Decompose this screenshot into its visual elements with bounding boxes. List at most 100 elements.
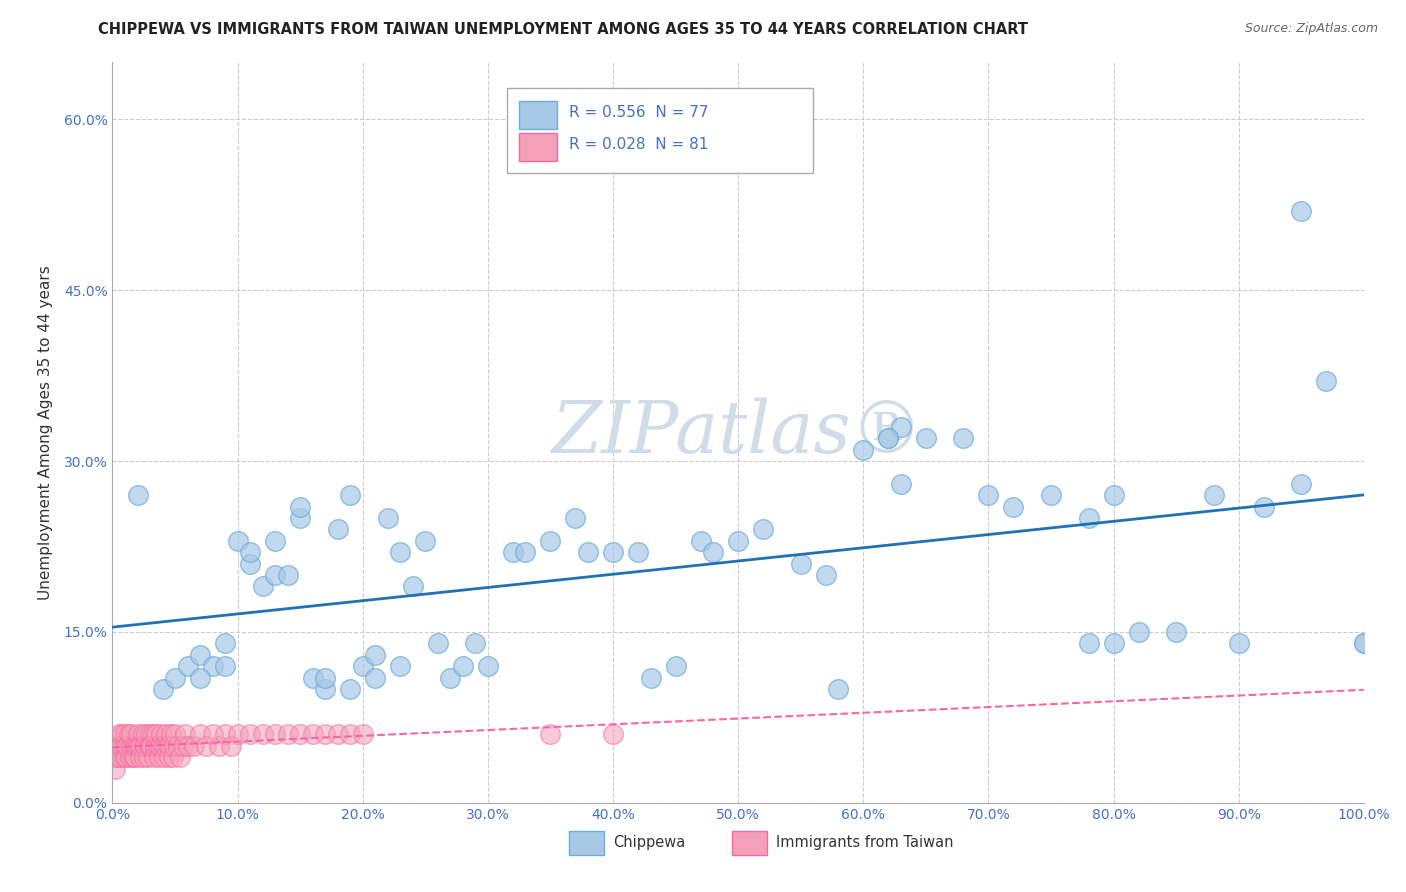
Point: [952, 431, 974, 445]
Point: [664, 659, 686, 673]
Point: [377, 511, 399, 525]
Point: [352, 659, 374, 673]
FancyBboxPatch shape: [519, 133, 557, 161]
Point: [727, 533, 749, 548]
Point: [145, 727, 167, 741]
Text: Chippewa: Chippewa: [613, 835, 685, 850]
Point: [138, 739, 160, 753]
Point: [576, 545, 599, 559]
Text: R = 0.028  N = 81: R = 0.028 N = 81: [569, 137, 709, 153]
Point: [239, 545, 262, 559]
Point: [290, 500, 312, 514]
Point: [110, 739, 132, 753]
Point: [111, 727, 134, 741]
Point: [160, 727, 183, 741]
Point: [977, 488, 1000, 502]
Point: [201, 659, 224, 673]
Point: [107, 739, 129, 753]
Point: [141, 739, 163, 753]
Point: [1039, 488, 1063, 502]
Point: [129, 750, 152, 764]
Point: [364, 648, 387, 662]
Point: [564, 511, 586, 525]
Point: [464, 636, 486, 650]
Point: [915, 431, 938, 445]
Text: CHIPPEWA VS IMMIGRANTS FROM TAIWAN UNEMPLOYMENT AMONG AGES 35 TO 44 YEARS CORREL: CHIPPEWA VS IMMIGRANTS FROM TAIWAN UNEMP…: [98, 22, 1028, 37]
Point: [132, 750, 155, 764]
Point: [152, 750, 174, 764]
Point: [127, 727, 149, 741]
Point: [188, 727, 211, 741]
Point: [139, 727, 162, 741]
Point: [290, 511, 312, 525]
Point: [174, 727, 197, 741]
Point: [117, 739, 139, 753]
Point: [143, 739, 166, 753]
Point: [156, 739, 179, 753]
Point: [264, 533, 287, 548]
Point: [159, 739, 181, 753]
Point: [115, 750, 138, 764]
Point: [339, 727, 361, 741]
Point: [176, 659, 198, 673]
Point: [515, 545, 537, 559]
Point: [326, 523, 349, 537]
Point: [142, 750, 165, 764]
Point: [890, 420, 912, 434]
Point: [114, 727, 136, 741]
Point: [827, 681, 849, 696]
Point: [339, 681, 361, 696]
Point: [127, 739, 149, 753]
Point: [120, 739, 142, 753]
Point: [208, 739, 231, 753]
Point: [439, 671, 461, 685]
Point: [1077, 636, 1099, 650]
FancyBboxPatch shape: [506, 88, 813, 173]
Point: [1102, 636, 1125, 650]
Point: [127, 488, 149, 502]
Point: [148, 750, 170, 764]
Point: [814, 568, 837, 582]
Point: [1102, 488, 1125, 502]
Text: ZIPatlas®: ZIPatlas®: [553, 397, 924, 468]
Point: [301, 727, 323, 741]
Point: [118, 750, 141, 764]
Point: [1253, 500, 1275, 514]
Point: [188, 671, 211, 685]
Point: [172, 739, 194, 753]
FancyBboxPatch shape: [733, 831, 766, 855]
Point: [124, 750, 146, 764]
Point: [132, 739, 155, 753]
Point: [221, 739, 243, 753]
Point: [852, 442, 875, 457]
Point: [155, 727, 177, 741]
Point: [277, 727, 299, 741]
Point: [627, 545, 650, 559]
Point: [314, 727, 336, 741]
Point: [183, 739, 205, 753]
FancyBboxPatch shape: [519, 101, 557, 129]
Point: [477, 659, 499, 673]
Point: [277, 568, 299, 582]
Point: [105, 739, 128, 753]
Point: [153, 739, 176, 753]
Point: [339, 488, 361, 502]
Point: [538, 533, 561, 548]
Point: [162, 750, 184, 764]
Point: [752, 523, 775, 537]
Point: [120, 727, 142, 741]
FancyBboxPatch shape: [569, 831, 605, 855]
Point: [125, 739, 148, 753]
Point: [1077, 511, 1099, 525]
Text: Source: ZipAtlas.com: Source: ZipAtlas.com: [1244, 22, 1378, 36]
Point: [188, 648, 211, 662]
Point: [135, 727, 157, 741]
Point: [214, 636, 236, 650]
Point: [122, 739, 145, 753]
Point: [103, 750, 125, 764]
Point: [104, 762, 127, 776]
Point: [1291, 476, 1313, 491]
Point: [451, 659, 474, 673]
Point: [1353, 636, 1375, 650]
Point: [877, 431, 900, 445]
